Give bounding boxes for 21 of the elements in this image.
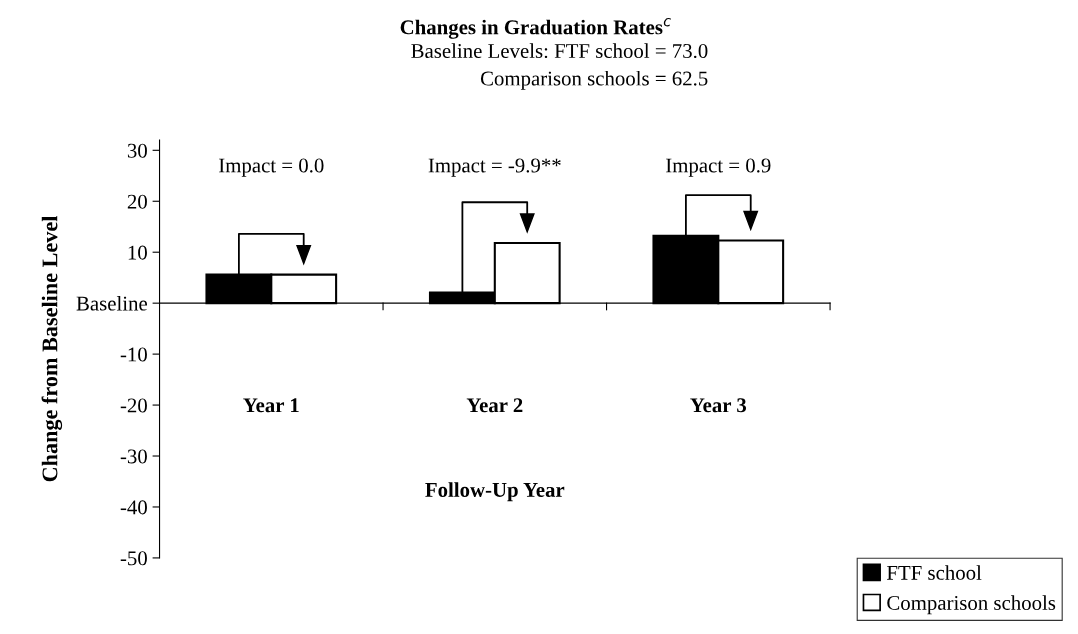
y-tick-label: -50 <box>120 551 147 566</box>
y-tick-label: -30 <box>120 449 147 464</box>
x-tick-label: Year 1 <box>243 398 299 413</box>
legend-label: FTF school <box>886 565 982 580</box>
annotation: Impact = -9.9** <box>428 158 561 177</box>
annotation: Impact = 0.9 <box>666 158 771 177</box>
y-tick-label: -20 <box>120 398 147 413</box>
y-tick-label: 30 <box>127 143 147 158</box>
y-tick-label: -40 <box>120 500 147 515</box>
y-axis-title: Change from Baseline Level <box>41 215 63 482</box>
y-tick-label: 20 <box>127 194 147 209</box>
x-tick-label: Year 3 <box>690 398 747 413</box>
x-tick-label: Year 2 <box>466 398 523 413</box>
y-tick-label: 10 <box>128 245 147 260</box>
legend-label: Comparison schools <box>887 595 1056 615</box>
y-tick-label: -10 <box>120 347 147 362</box>
annotation: Impact = 0.0 <box>219 158 324 177</box>
x-axis-title: Follow-Up Year <box>425 482 565 502</box>
y-tick-label: Baseline <box>76 295 148 311</box>
chart-title: Changes in Graduation Rates$^{c}$ <box>400 18 671 39</box>
chart-subtitle: Baseline Levels: FTF school = 73.0 Comparison schools = 62.5 <box>411 43 708 90</box>
